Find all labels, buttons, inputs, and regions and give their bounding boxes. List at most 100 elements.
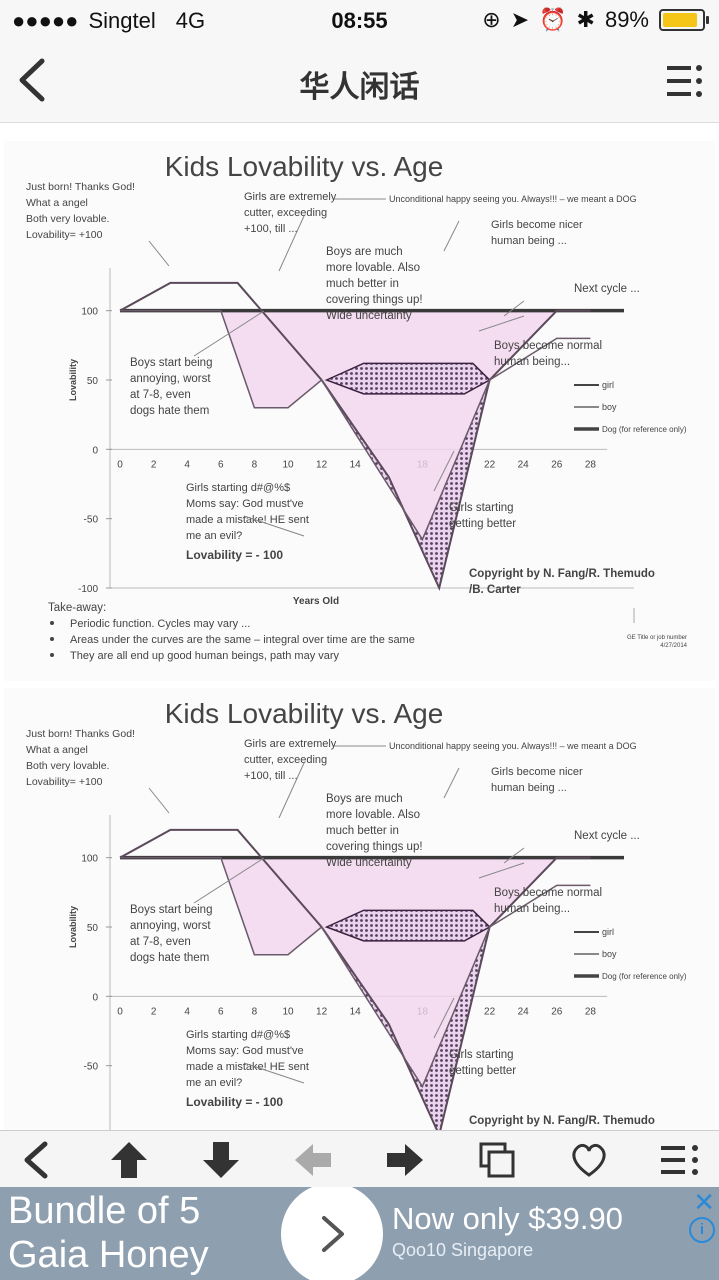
x-tick-label: 0: [117, 1006, 123, 1017]
x-tick-label: 6: [218, 459, 224, 470]
x-tick-label: 24: [518, 459, 530, 470]
annotation-boys-lovable-line: Boys are much: [326, 793, 403, 805]
signal-dots-icon: ●●●●●: [12, 8, 79, 33]
annotation-girls-starting-line: me an evil?: [186, 530, 242, 542]
windows-button[interactable]: [474, 1137, 520, 1183]
annotation-girls-cutter-line: Girls are extremely: [244, 191, 337, 203]
battery-fill: [663, 13, 697, 27]
annotation-born-line: What a angel: [26, 744, 88, 756]
annotation-born-line: Just born! Thanks God!: [26, 728, 135, 740]
ad-close-icon[interactable]: ✕: [693, 1187, 715, 1217]
annotation-girls-nicer-line: human being ...: [491, 782, 567, 794]
pointer-line: [193, 857, 265, 904]
annotation-boys-lovable-line: more lovable. Also: [326, 262, 420, 274]
battery-tip: [706, 16, 709, 24]
annotation-girls-better-line: Girls starting: [449, 1049, 514, 1061]
x-tick-label: 2: [151, 1006, 157, 1017]
annotation-boys-annoying-line: at 7-8, even: [130, 389, 191, 401]
ad-store: Qoo10 Singapore: [392, 1240, 534, 1260]
series-boy-line: [120, 309, 591, 542]
ad-info-icon[interactable]: i: [689, 1217, 715, 1243]
x-tick-label: 28: [585, 1006, 597, 1017]
pointer-line: [433, 450, 455, 492]
legend-label: Dog (for reference only): [602, 972, 687, 981]
annotation-boys-lovable-line: covering things up!: [326, 294, 423, 306]
annotation-boys-annoying-line: at 7-8, even: [130, 936, 191, 948]
article-content[interactable]: Kids Lovability vs. Age 100 50 0 -50 -100 Lova…: [0, 123, 719, 1130]
y-axis-label: Lovability: [68, 906, 78, 948]
menu-icon: [661, 1145, 698, 1175]
x-tick-label: 2: [151, 459, 157, 470]
annotation-born-line: Lovability= +100: [26, 776, 103, 788]
battery-icon: [659, 9, 709, 31]
pointer-line: [278, 215, 305, 272]
next-page-icon: [387, 1144, 423, 1176]
favorite-button[interactable]: [566, 1137, 612, 1183]
ad-banner[interactable]: Bundle of 5 Gaia Honey Now only $39.90 Q…: [0, 1187, 719, 1280]
x-tick-label: 22: [484, 459, 496, 470]
ad-headline-line2: Gaia Honey: [8, 1234, 209, 1276]
annotation-boys-annoying-line: Boys start being: [130, 904, 212, 916]
pointer-line: [478, 315, 525, 332]
chart-title: Kids Lovability vs. Age: [165, 698, 444, 729]
toolbar-menu-button[interactable]: [658, 1137, 704, 1183]
annotation-girls-starting-line: Moms say: God must've: [186, 1045, 304, 1057]
legend-label: girl: [602, 927, 614, 937]
scroll-top-icon: [111, 1142, 147, 1178]
footer-small: 4/27/2014: [660, 643, 687, 649]
menu-button[interactable]: [663, 60, 707, 104]
takeaway-item: Periodic function. Cycles may vary ...: [70, 618, 250, 630]
chevron-right-icon: [322, 1216, 344, 1252]
annotation-boys-annoying-line: dogs hate them: [130, 952, 209, 964]
scroll-bottom-icon: [203, 1142, 239, 1178]
pointer-line: [443, 220, 460, 252]
copyright-line: /B. Carter: [469, 584, 521, 596]
chart-title: Kids Lovability vs. Age: [165, 151, 444, 182]
back-button[interactable]: [12, 55, 62, 105]
copyright-line: Copyright by N. Fang/R. Themudo: [469, 1115, 655, 1127]
bullet-icon: [50, 653, 54, 657]
status-left: ●●●●● Singtel 4G: [12, 8, 205, 34]
annotation-dog: Unconditional happy seeing you. Always!!…: [389, 741, 637, 751]
y-tick-label: 50: [87, 376, 99, 387]
scroll-top-button[interactable]: [106, 1137, 152, 1183]
slide-image-1: Kids Lovability vs. Age 100 50 0 -50 -100 Lova…: [4, 141, 715, 681]
ad-go-button[interactable]: [281, 1187, 383, 1280]
y-tick-label: 100: [81, 854, 98, 865]
windows-icon: [479, 1142, 515, 1178]
series-boy-line: [120, 856, 591, 1089]
annotation-boys-normal-line: Boys become normal: [494, 340, 602, 352]
chevron-left-icon: [19, 58, 45, 102]
x-tick-label: 0: [117, 459, 123, 470]
status-bar: ●●●●● Singtel 4G 08:55 ⊕ ➤ ⏰ ✱ 89%: [0, 0, 719, 40]
annotation-girls-cutter-line: cutter, exceeding: [244, 754, 327, 766]
legend-label: boy: [602, 949, 617, 959]
annotation-girls-starting-line: me an evil?: [186, 1077, 242, 1089]
x-tick-label: 12: [316, 459, 328, 470]
scroll-bottom-button[interactable]: [198, 1137, 244, 1183]
alarm-icon: ⏰: [539, 7, 567, 32]
back-icon: [24, 1141, 48, 1179]
toolbar-back-button[interactable]: [14, 1137, 60, 1183]
pointer-line: [278, 762, 305, 819]
annotation-next-cycle: Next cycle ...: [574, 283, 640, 295]
pointer-line: [478, 862, 525, 879]
menu-icon: [667, 65, 702, 97]
annotation-boys-lovable-line: Wide uncertainty: [326, 857, 412, 869]
annotation-girls-better-line: getting better: [449, 1065, 516, 1077]
y-tick-label: 0: [92, 445, 98, 456]
bullet-icon: [50, 637, 54, 641]
prev-page-button[interactable]: [290, 1137, 336, 1183]
annotation-boys-lovable-line: much better in: [326, 825, 399, 837]
next-page-button[interactable]: [382, 1137, 428, 1183]
x-tick-label: 6: [218, 1006, 224, 1017]
annotation-boys-annoying-line: dogs hate them: [130, 405, 209, 417]
annotation-born-line: Just born! Thanks God!: [26, 181, 135, 193]
rotation-lock-icon: ⊕: [482, 7, 501, 32]
y-tick-label: -50: [84, 1062, 99, 1073]
x-tick-label: 26: [551, 1006, 563, 1017]
annotation-boys-lovable-line: much better in: [326, 278, 399, 290]
ad-headline-line1: Bundle of 5: [8, 1190, 201, 1232]
pointer-line: [148, 787, 170, 814]
clock: 08:55: [331, 8, 388, 33]
